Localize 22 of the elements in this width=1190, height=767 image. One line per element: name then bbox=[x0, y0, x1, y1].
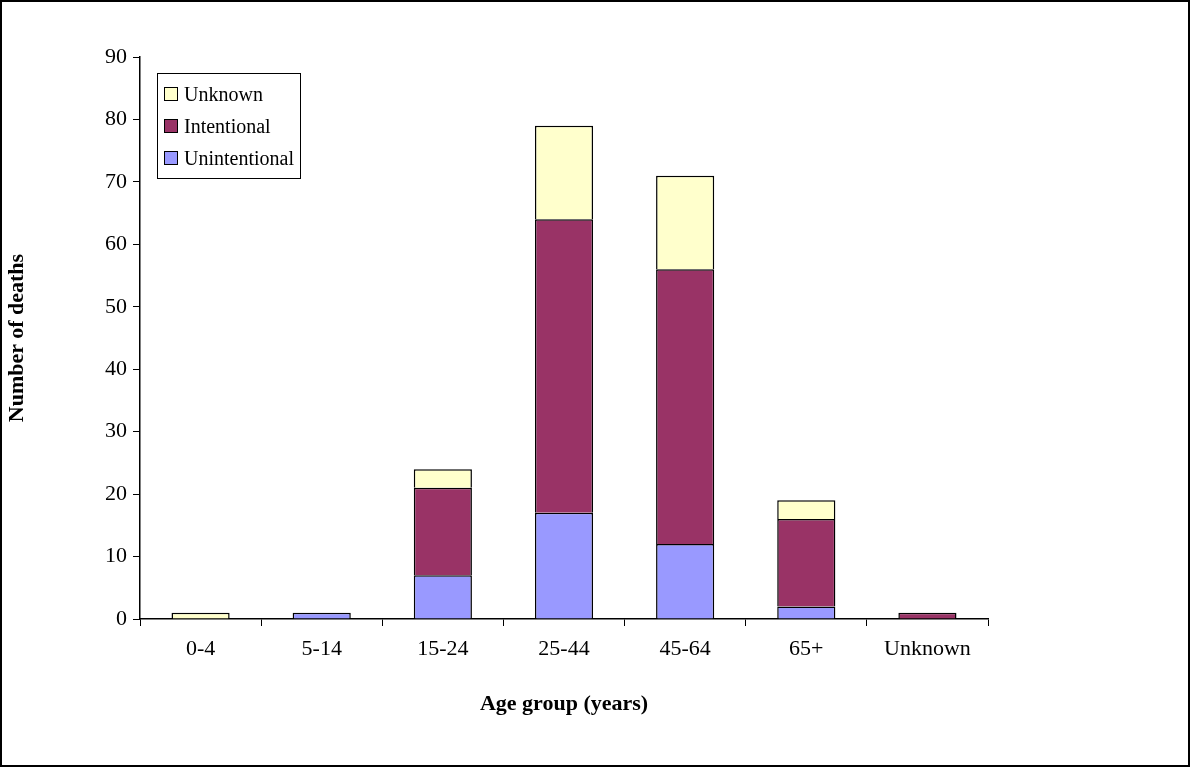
legend-label: Unintentional bbox=[184, 146, 294, 170]
y-tick-label: 30 bbox=[105, 417, 127, 443]
x-tick-label: 5-14 bbox=[301, 634, 342, 660]
legend-label: Unknown bbox=[184, 82, 263, 106]
x-tick-label: 45-64 bbox=[659, 634, 711, 660]
y-tick-label: 50 bbox=[105, 292, 127, 318]
y-tick-label: 60 bbox=[105, 230, 127, 256]
x-tick-label: 65+ bbox=[789, 634, 824, 660]
y-tick-label: 80 bbox=[105, 105, 127, 131]
x-tick-label: Unknown bbox=[884, 634, 971, 660]
y-axis-title: Number of deaths bbox=[2, 253, 28, 423]
x-tick-label: 0-4 bbox=[185, 634, 216, 660]
x-axis-title: Age group (years) bbox=[479, 690, 649, 716]
y-tick-label: 90 bbox=[105, 42, 127, 68]
y-tick-label: 20 bbox=[105, 479, 127, 505]
x-tick-label: 25-44 bbox=[538, 634, 590, 660]
y-tick-label: 10 bbox=[105, 542, 127, 568]
x-tick-label: 15-24 bbox=[417, 634, 469, 660]
y-tick-label: 40 bbox=[105, 355, 127, 380]
legend-label: Intentional bbox=[184, 114, 271, 138]
y-tick-label: 0 bbox=[116, 604, 127, 630]
y-tick-label: 70 bbox=[105, 167, 127, 193]
